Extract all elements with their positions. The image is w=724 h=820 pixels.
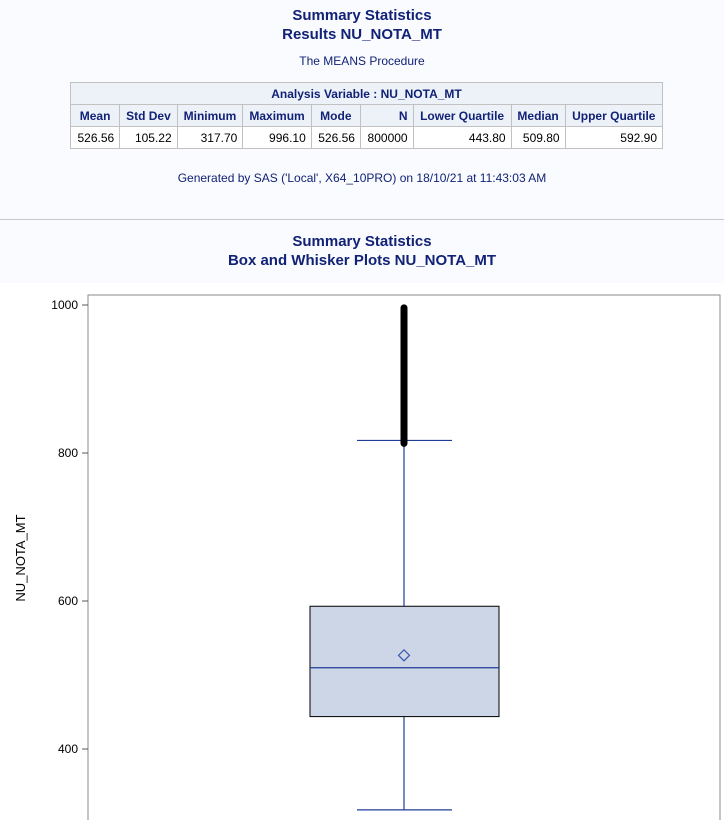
plot-title: Summary Statistics Box and Whisker Plots… [0,232,724,270]
table-cell: 509.80 [510,126,566,149]
table-header-row: Mean Std Dev Minimum Maximum Mode N Lowe… [69,104,664,127]
title-line-1: Summary Statistics [292,7,432,24]
results-title: Summary Statistics Results NU_NOTA_MT [0,6,724,44]
y-tick-label: 1000 [51,298,78,312]
table-cell: 105.22 [119,126,178,149]
table-cell: 526.56 [310,126,361,149]
table-row: 526.56 105.22 317.70 996.10 526.56 80000… [69,126,664,149]
y-tick-label: 600 [58,594,78,608]
table-cell: 996.10 [242,126,312,149]
mean-marker [397,648,411,662]
table-cell: 443.80 [412,126,512,149]
title-line-2: Results NU_NOTA_MT [282,26,442,43]
col-header: Maximum [242,104,312,127]
col-header: N [359,104,414,127]
procedure-label: The MEANS Procedure [299,54,425,68]
table-cell: 317.70 [176,126,244,149]
y-axis-label: NU_NOTA_MT [13,514,28,601]
table-caption: Analysis Variable : NU_NOTA_MT [70,82,663,105]
y-tick-label: 400 [58,742,78,756]
table-cell: 592.90 [564,126,664,149]
plot-title-line-1: Summary Statistics [292,233,432,250]
col-header: Median [510,104,566,127]
plot-title-line-2: Box and Whisker Plots NU_NOTA_MT [227,252,497,269]
col-header: Minimum [176,104,244,127]
section-divider [0,219,724,220]
col-header: Mode [310,104,361,127]
table-cell: 800000 [359,126,414,149]
generated-note: Generated by SAS ('Local', X64_10PRO) on… [177,171,547,185]
table-cell: 526.56 [69,126,121,149]
col-header: Upper Quartile [564,104,664,127]
iqr-box [309,605,500,718]
summary-stats-table: Analysis Variable : NU_NOTA_MT Mean Std … [69,82,664,149]
y-tick-label: 800 [58,446,78,460]
